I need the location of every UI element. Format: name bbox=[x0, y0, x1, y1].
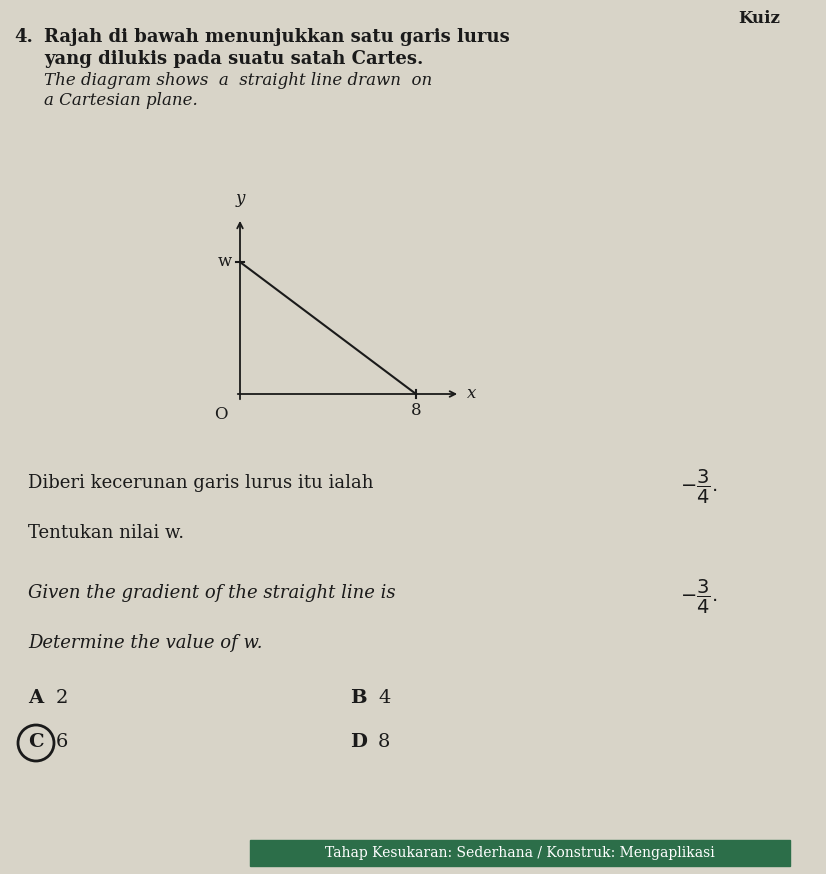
Text: 8: 8 bbox=[378, 733, 391, 751]
Text: 4.: 4. bbox=[14, 28, 33, 46]
Text: x: x bbox=[467, 385, 476, 403]
Text: w: w bbox=[218, 253, 232, 270]
Text: Tahap Kesukaran: Sederhana / Konstruk: Mengaplikasi: Tahap Kesukaran: Sederhana / Konstruk: M… bbox=[325, 846, 714, 860]
Text: yang dilukis pada suatu satah Cartes.: yang dilukis pada suatu satah Cartes. bbox=[44, 50, 424, 68]
Text: Rajah di bawah menunjukkan satu garis lurus: Rajah di bawah menunjukkan satu garis lu… bbox=[44, 28, 510, 46]
Text: Determine the value of w.: Determine the value of w. bbox=[28, 634, 263, 652]
Text: 6: 6 bbox=[56, 733, 69, 751]
Text: Kuiz: Kuiz bbox=[738, 10, 780, 27]
Text: A: A bbox=[28, 689, 43, 707]
Bar bbox=[250, 840, 790, 866]
Text: O: O bbox=[215, 406, 228, 423]
Text: 2: 2 bbox=[56, 689, 69, 707]
Text: a Cartesian plane.: a Cartesian plane. bbox=[44, 92, 197, 109]
Text: $-\dfrac{3}{4}.$: $-\dfrac{3}{4}.$ bbox=[680, 468, 717, 506]
Text: C: C bbox=[28, 733, 44, 751]
Text: Diberi kecerunan garis lurus itu ialah: Diberi kecerunan garis lurus itu ialah bbox=[28, 474, 373, 492]
Text: 4: 4 bbox=[378, 689, 391, 707]
Text: B: B bbox=[350, 689, 367, 707]
Text: Given the gradient of the straight line is: Given the gradient of the straight line … bbox=[28, 584, 396, 602]
Text: D: D bbox=[350, 733, 367, 751]
Text: The diagram shows  a  straight line drawn  on: The diagram shows a straight line drawn … bbox=[44, 72, 432, 89]
Text: 8: 8 bbox=[411, 402, 421, 419]
Text: y: y bbox=[235, 190, 244, 207]
Text: $-\dfrac{3}{4}.$: $-\dfrac{3}{4}.$ bbox=[680, 578, 717, 616]
Text: Tentukan nilai w.: Tentukan nilai w. bbox=[28, 524, 184, 542]
